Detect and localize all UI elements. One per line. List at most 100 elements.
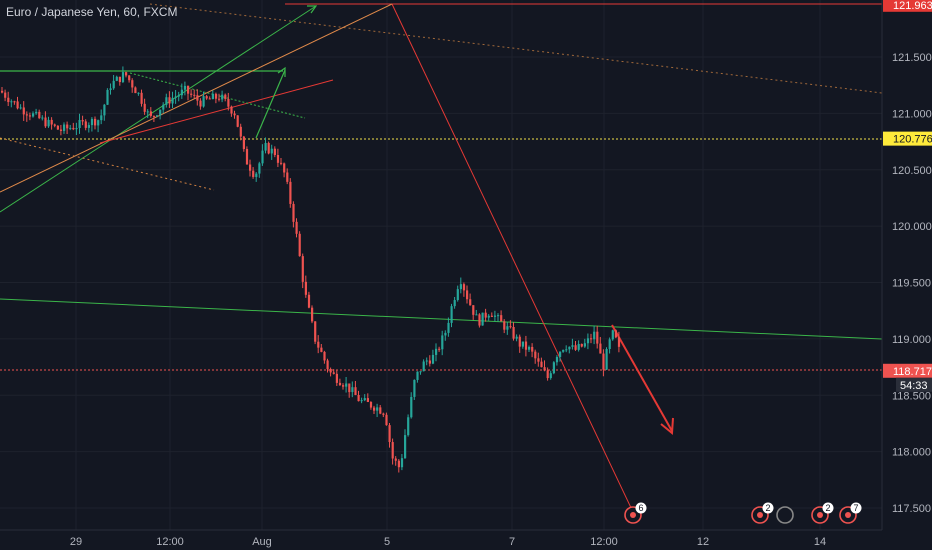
candle-body xyxy=(382,413,385,415)
candle-body xyxy=(47,119,50,127)
candle-body xyxy=(422,361,425,372)
candle-body xyxy=(397,460,400,468)
candle-body xyxy=(140,92,143,104)
candle-body xyxy=(103,104,106,116)
price-tick-label: 118.000 xyxy=(892,447,931,459)
candle-body xyxy=(211,93,214,100)
green-rising-line xyxy=(0,5,317,213)
candle-body xyxy=(218,98,221,100)
candle-body xyxy=(227,98,230,107)
candle-body xyxy=(599,343,602,354)
candle-body xyxy=(311,307,314,322)
candle-body xyxy=(137,92,140,94)
price-tag-label: 120.776 xyxy=(893,134,932,146)
candle-body xyxy=(289,181,292,204)
candle-body xyxy=(199,100,202,107)
candle-body xyxy=(90,118,94,126)
candle-body xyxy=(187,85,190,94)
green-arrow-up-head xyxy=(277,66,286,77)
price-tag xyxy=(883,131,932,146)
price-tag-label: 121.963 xyxy=(893,0,932,12)
candle-body xyxy=(388,425,391,443)
candle-body xyxy=(25,114,28,116)
candle-body xyxy=(503,321,506,330)
candle-body xyxy=(611,330,614,340)
candle-body xyxy=(348,383,351,393)
candle-body xyxy=(391,442,394,459)
candle-body xyxy=(53,124,56,126)
candle-body xyxy=(574,345,577,350)
candle-body xyxy=(112,80,115,89)
red-forecast-arrow xyxy=(611,324,673,432)
candle-body xyxy=(363,398,366,401)
candle-body xyxy=(338,382,342,386)
candle-body xyxy=(419,371,422,373)
candle-body xyxy=(360,400,363,402)
event-badge-dot xyxy=(630,512,636,518)
time-tick-label: 14 xyxy=(814,536,826,548)
orange-falling-dotted-line xyxy=(0,137,215,191)
event-icon-gear[interactable] xyxy=(776,506,794,524)
candle-body xyxy=(121,72,125,83)
price-tick-label: 121.500 xyxy=(892,52,932,64)
candle-body xyxy=(329,369,332,373)
candle-body xyxy=(22,107,25,115)
candle-body xyxy=(131,80,134,88)
candle-body xyxy=(521,341,524,347)
candle-body xyxy=(571,345,574,347)
candle-body xyxy=(580,343,583,347)
red-forecast-arrow-head xyxy=(660,417,674,436)
candle-body xyxy=(193,94,196,96)
price-axis[interactable]: 121.500 121.000 120.500 120.000 119.500 119.0… xyxy=(881,0,932,550)
candle-body xyxy=(524,341,528,350)
candle-body xyxy=(453,300,456,307)
candle-body xyxy=(224,94,227,99)
candle-body xyxy=(456,289,459,301)
candle-body xyxy=(261,150,264,164)
event-badge-count-bg xyxy=(635,502,647,514)
candle-body xyxy=(292,203,295,222)
candle-body xyxy=(438,348,441,350)
time-tick-label: Aug xyxy=(252,536,272,548)
candle-body xyxy=(100,115,103,121)
price-tick-label: 121.000 xyxy=(892,108,932,120)
green-trendline xyxy=(0,298,883,340)
candle-body xyxy=(106,89,109,105)
candle-body xyxy=(10,101,13,103)
candle-body xyxy=(596,331,599,344)
candle-body xyxy=(159,109,162,116)
grid xyxy=(0,0,882,530)
candle-body xyxy=(230,106,233,114)
candle-body xyxy=(94,118,97,126)
candle-body xyxy=(515,336,518,339)
candle-body xyxy=(41,117,44,119)
candle-body xyxy=(255,173,258,177)
candle-body xyxy=(394,458,397,461)
candle-body xyxy=(428,360,431,364)
time-tick-label: 7 xyxy=(509,536,515,548)
candle-body xyxy=(128,75,131,81)
candle-body xyxy=(156,115,159,117)
candle-body xyxy=(69,127,72,129)
candle-body xyxy=(562,349,565,352)
candle-body xyxy=(332,372,335,374)
candle-body xyxy=(149,111,152,116)
event-badge-count-bg xyxy=(762,502,774,514)
candle-body xyxy=(583,343,586,347)
time-axis[interactable]: 29 12:00 Aug 5 7 12:00 12 14 xyxy=(0,529,882,548)
candle-body xyxy=(63,124,66,131)
time-tick-label: 12:00 xyxy=(156,536,184,548)
candle-body xyxy=(146,111,149,113)
candle-body xyxy=(323,351,326,361)
candle-body xyxy=(404,435,407,459)
candle-body xyxy=(317,341,320,348)
candle-body xyxy=(19,107,22,109)
candle-body xyxy=(280,162,283,164)
event-badge-count: 6 xyxy=(638,503,643,513)
event-badges[interactable]: 6 2 2 7 xyxy=(624,502,862,524)
candle-body xyxy=(50,119,53,125)
candle-body xyxy=(283,163,286,173)
candle-body xyxy=(518,336,521,347)
candle-body xyxy=(357,394,360,402)
